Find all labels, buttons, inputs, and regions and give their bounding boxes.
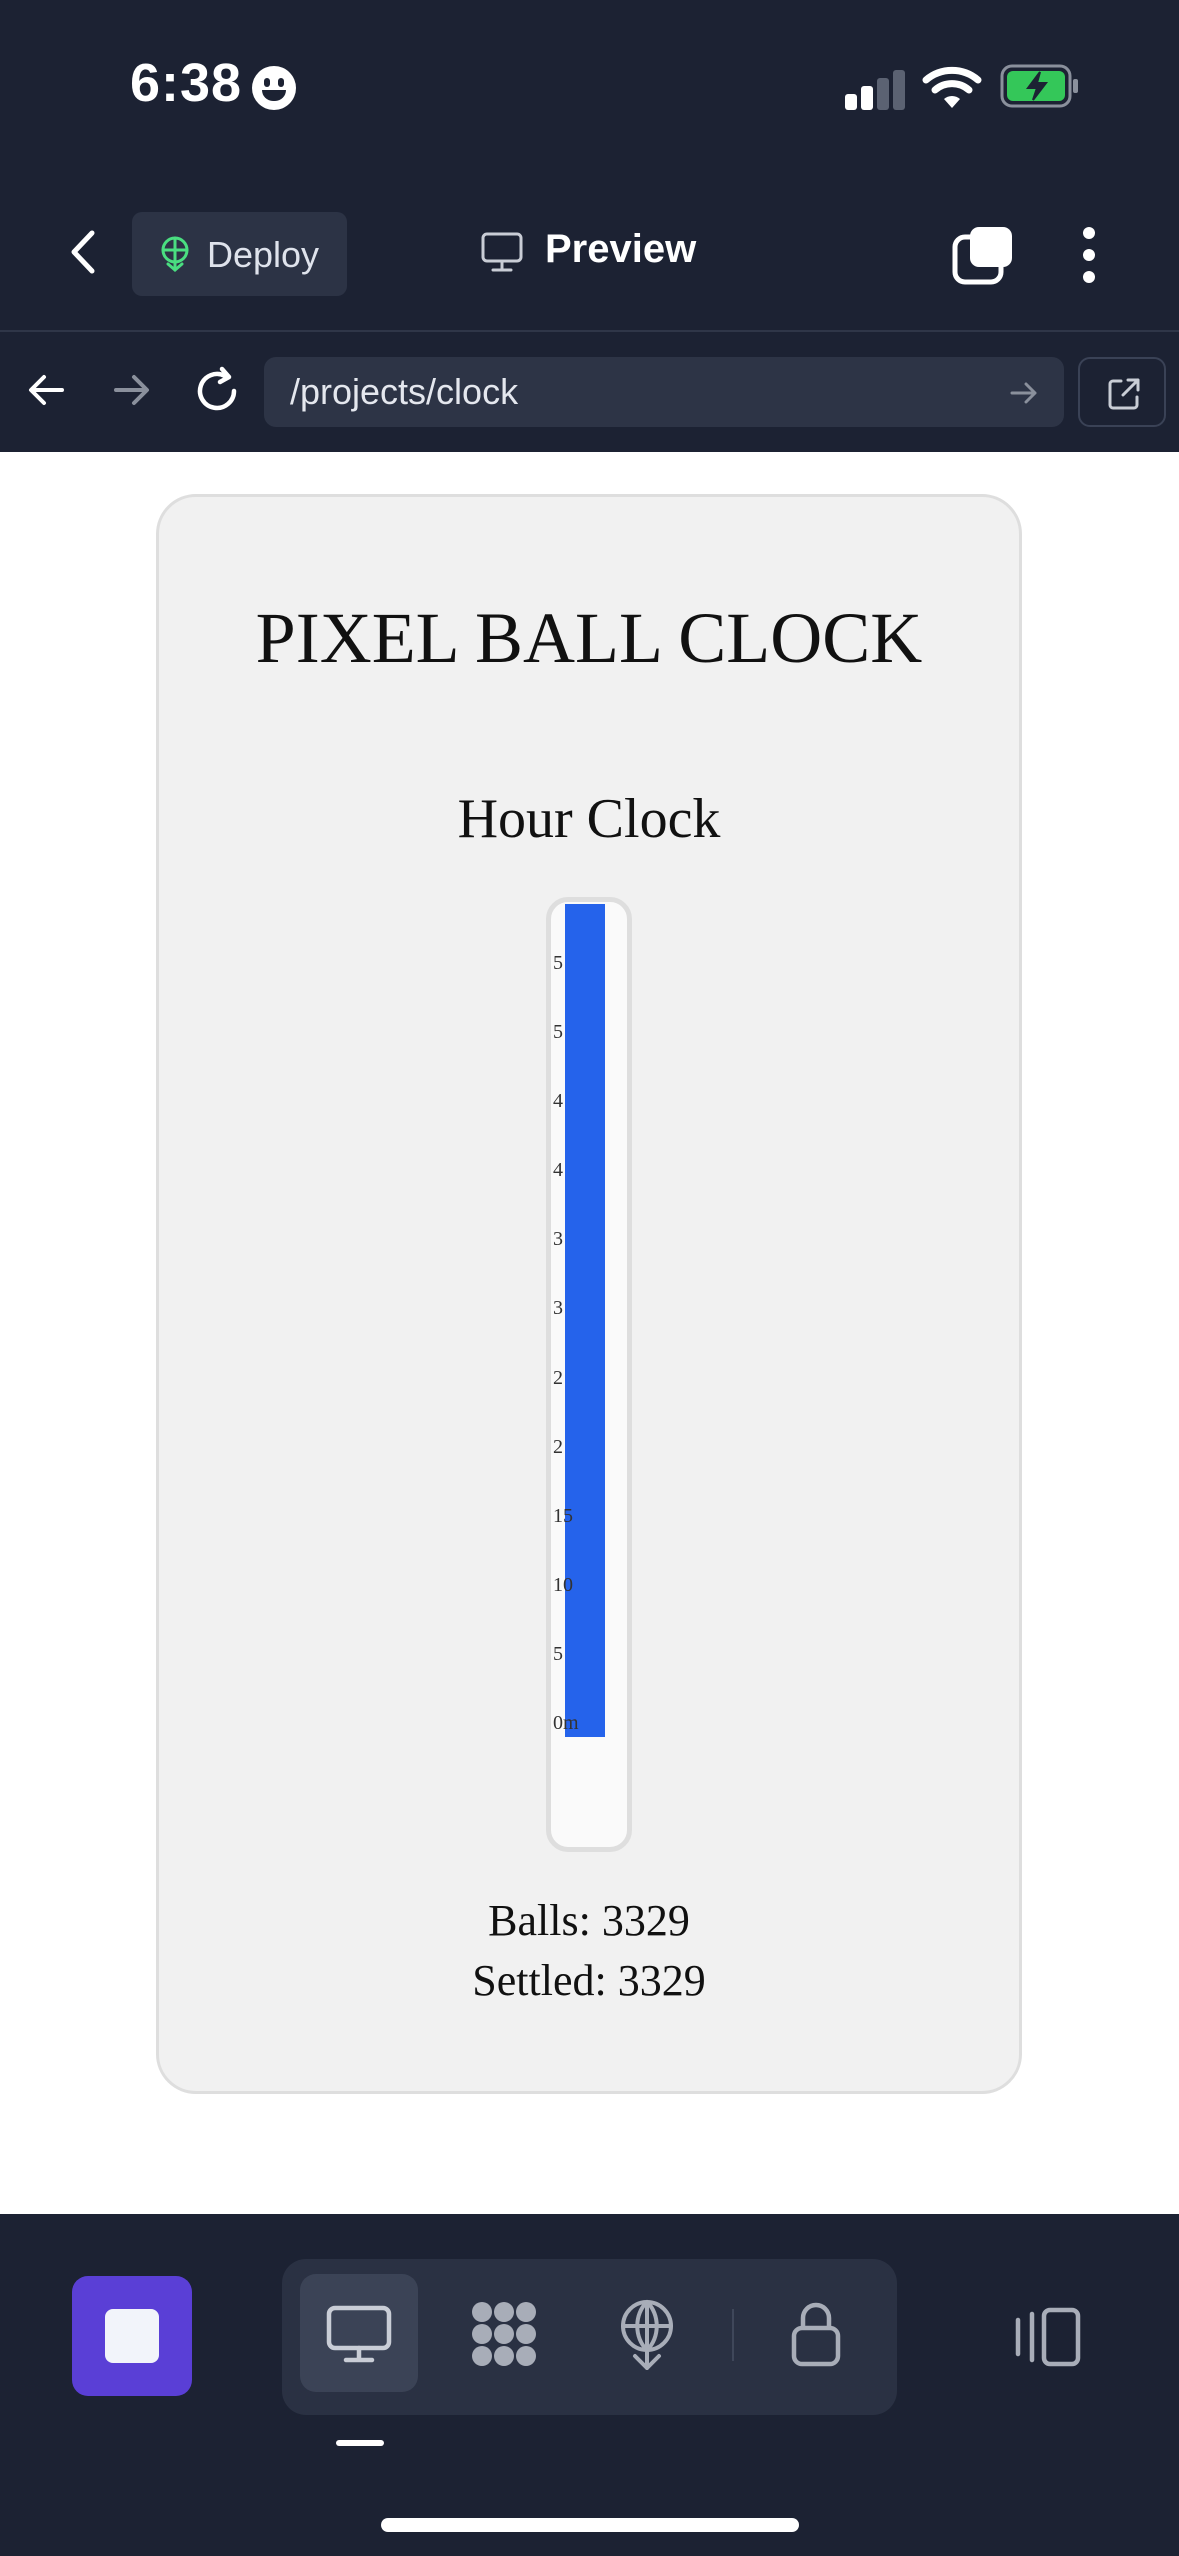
- status-bar: 6:38: [0, 0, 1179, 175]
- deploy-button[interactable]: Deploy: [132, 212, 347, 296]
- bottom-bar: [0, 2214, 1179, 2556]
- tube-tick-label: 4: [553, 1159, 563, 1182]
- apps-button[interactable]: [444, 2274, 562, 2392]
- url-text: /projects/clock: [290, 371, 519, 412]
- cellular-signal-icon: [845, 68, 905, 110]
- deploy-tab-button[interactable]: [588, 2274, 706, 2392]
- arrow-right-icon[interactable]: [110, 368, 154, 412]
- tube-tick-label: 2: [553, 1366, 563, 1389]
- section-title: Hour Clock: [457, 788, 721, 850]
- stop-button[interactable]: [72, 2276, 192, 2396]
- open-external-button[interactable]: [1078, 357, 1166, 427]
- page-title: PIXEL BALL CLOCK: [255, 598, 923, 678]
- home-indicator: [381, 2518, 799, 2532]
- deploy-icon: [161, 236, 189, 272]
- open-external-icon: [1108, 378, 1140, 410]
- battery-charging-icon: [1000, 64, 1078, 108]
- monitor-icon: [481, 232, 523, 272]
- back-chevron-icon[interactable]: [60, 227, 110, 277]
- tube-tick-label: 3: [553, 1297, 563, 1320]
- active-tab-indicator: [336, 2440, 384, 2446]
- preview-label: Preview: [545, 227, 697, 271]
- lock-button[interactable]: [757, 2274, 875, 2392]
- clock-card: PIXEL BALL CLOCK Hour Clock 5 5 4 4 3 3 2 2 15 10…: [156, 494, 1022, 2094]
- tube-tick-label: 5: [553, 1642, 563, 1665]
- deploy-icon: [621, 2300, 673, 2370]
- layout-panels-icon[interactable]: [1010, 2306, 1082, 2368]
- reload-icon[interactable]: [192, 366, 242, 416]
- tube-tick-label: 10: [553, 1573, 573, 1596]
- toolbar-divider: [0, 330, 1179, 332]
- address-bar: /projects/clock: [0, 332, 1179, 452]
- smiley-icon: [252, 66, 296, 110]
- deploy-label: Deploy: [207, 234, 320, 275]
- lock-icon: [791, 2302, 841, 2367]
- mode-divider: [732, 2309, 734, 2361]
- desktop-preview-button[interactable]: [300, 2274, 418, 2392]
- top-toolbar: Deploy Preview: [0, 175, 1179, 330]
- tabs-icon[interactable]: [952, 225, 1014, 285]
- apps-icon: [472, 2302, 536, 2366]
- tube-tick-label: 5: [553, 1021, 563, 1044]
- tube-tick-label: 3: [553, 1228, 563, 1251]
- web-preview: PIXEL BALL CLOCK Hour Clock 5 5 4 4 3 3 2 2 15 10…: [0, 452, 1179, 2214]
- mode-switcher: [282, 2259, 897, 2415]
- wifi-icon: [922, 66, 982, 108]
- balls-count: Balls: 3329: [488, 1896, 690, 1945]
- desktop-preview-icon: [326, 2305, 392, 2363]
- tube-tick-label: 0m: [553, 1712, 579, 1734]
- url-input[interactable]: /projects/clock: [264, 357, 1064, 427]
- go-arrow-icon[interactable]: [1009, 379, 1039, 407]
- tube-fill: [565, 904, 605, 1737]
- stop-icon: [105, 2309, 159, 2363]
- settled-count: Settled: 3329: [472, 1956, 706, 2005]
- arrow-left-icon[interactable]: [24, 368, 68, 412]
- hour-tube: 5 5 4 4 3 3 2 2 15 10 5 0m: [546, 897, 632, 1852]
- tube-tick-label: 5: [553, 952, 563, 974]
- more-vertical-icon[interactable]: [1072, 225, 1106, 285]
- tube-tick-label: 4: [553, 1090, 563, 1113]
- status-time: 6:38: [130, 53, 243, 113]
- tube-tick-label: 2: [553, 1435, 563, 1458]
- tube-tick-label: 15: [553, 1504, 573, 1527]
